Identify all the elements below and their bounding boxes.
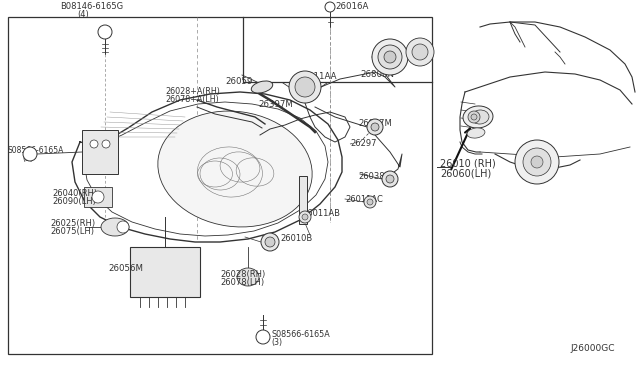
Circle shape [471, 114, 477, 120]
Bar [299, 176, 307, 224]
Circle shape [92, 191, 104, 203]
Text: S08566-6165A: S08566-6165A [8, 146, 65, 155]
Circle shape [295, 77, 315, 97]
Text: (4): (4) [77, 10, 89, 19]
Ellipse shape [252, 81, 273, 93]
Text: 26078(LH): 26078(LH) [220, 278, 264, 287]
Text: 26060(LH): 26060(LH) [440, 168, 492, 178]
Circle shape [367, 119, 383, 135]
Text: (3): (3) [271, 338, 282, 347]
Bar [8, 17, 432, 354]
Bar [82, 130, 118, 174]
Circle shape [384, 51, 396, 63]
Circle shape [372, 39, 408, 75]
Text: 26056M: 26056M [108, 264, 143, 273]
Text: 26090(LH): 26090(LH) [52, 197, 96, 206]
Circle shape [23, 147, 37, 161]
Circle shape [523, 148, 551, 176]
Text: (3): (3) [22, 154, 33, 163]
Circle shape [515, 140, 559, 184]
Circle shape [412, 44, 428, 60]
Ellipse shape [237, 268, 259, 286]
Circle shape [371, 123, 379, 131]
Ellipse shape [471, 110, 489, 124]
Text: 26011AB: 26011AB [302, 209, 340, 218]
Text: 26059: 26059 [225, 77, 252, 86]
Text: 26038N: 26038N [358, 172, 391, 181]
Circle shape [386, 175, 394, 183]
Text: 26075(LH): 26075(LH) [50, 227, 94, 236]
Bar [130, 247, 200, 297]
Ellipse shape [467, 128, 485, 138]
Circle shape [117, 221, 129, 233]
Text: S08566-6165A: S08566-6165A [271, 330, 330, 339]
Text: 26027M: 26027M [358, 119, 392, 128]
Circle shape [325, 2, 335, 12]
Text: B: B [102, 28, 108, 36]
Circle shape [265, 237, 275, 247]
Circle shape [98, 25, 112, 39]
Text: 26011AA: 26011AA [297, 72, 337, 81]
Circle shape [102, 140, 110, 148]
Text: 26016A: 26016A [335, 2, 369, 11]
Circle shape [256, 330, 270, 344]
Text: 26078+A(LH): 26078+A(LH) [165, 95, 219, 104]
Text: B08146-6165G: B08146-6165G [60, 2, 123, 11]
Ellipse shape [101, 218, 129, 236]
Text: J26000GC: J26000GC [570, 344, 614, 353]
Text: 26397M: 26397M [258, 100, 293, 109]
Text: 26028+A(RH): 26028+A(RH) [165, 87, 220, 96]
Circle shape [531, 156, 543, 168]
Circle shape [302, 214, 308, 220]
Text: S: S [260, 333, 266, 341]
Circle shape [299, 211, 311, 223]
Ellipse shape [158, 111, 312, 227]
Text: 26040(RH): 26040(RH) [52, 189, 97, 198]
Text: 26297: 26297 [350, 139, 376, 148]
Circle shape [90, 140, 98, 148]
Bar [84, 187, 112, 207]
Text: 26011AC: 26011AC [345, 195, 383, 204]
Circle shape [367, 199, 373, 205]
Circle shape [468, 111, 480, 123]
Circle shape [289, 71, 321, 103]
Circle shape [382, 171, 398, 187]
Text: 26800N: 26800N [360, 70, 394, 79]
Text: 26025(RH): 26025(RH) [50, 219, 95, 228]
Text: 26028(RH): 26028(RH) [220, 270, 265, 279]
Ellipse shape [463, 106, 493, 128]
Circle shape [406, 38, 434, 66]
Circle shape [378, 45, 402, 69]
Text: 26010B: 26010B [280, 234, 312, 243]
Text: S: S [28, 150, 33, 158]
Circle shape [364, 196, 376, 208]
Circle shape [261, 233, 279, 251]
Text: 26010 (RH): 26010 (RH) [440, 158, 496, 168]
